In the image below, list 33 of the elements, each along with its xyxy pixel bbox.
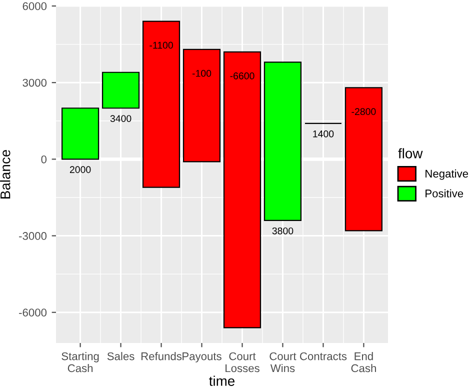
y-tick-label: 6000 [22,2,47,10]
legend-label: Positive [426,189,464,198]
legend-label: Negative [426,169,468,180]
annotation: 2000 [70,166,91,174]
bar [264,62,302,222]
annotation: -6600 [230,72,254,80]
y-tick-label: 3000 [22,78,47,87]
x-axis-title: time [209,376,235,386]
x-tick-label: Starting Cash [62,352,99,372]
x-tick-label: Contracts [300,352,347,360]
y-tick-label: 0 [41,155,47,164]
bar [182,48,221,162]
annotation: -1100 [150,42,173,49]
annotation: -100 [192,70,212,77]
bar [223,51,262,328]
bar [62,108,100,160]
annotation: 3400 [110,115,132,122]
x-tick-label: Refunds [141,352,182,360]
legend-title: flow [398,148,423,158]
annotation: 1400 [313,130,334,138]
annotation: 3800 [272,227,294,234]
x-tick-label: Court Losses [226,352,260,372]
bar [142,20,180,188]
y-tick-label: -6000 [19,308,47,316]
bar [102,72,140,109]
bar [344,87,382,232]
x-tick-label: Payouts [182,352,222,362]
x-tick-label: End Cash [351,352,376,372]
annotation: -2800 [352,108,376,116]
y-axis-title: Balance [0,150,10,198]
x-tick-label: Court Wins [270,352,296,372]
y-tick-label: -3000 [19,232,47,240]
x-tick-label: Sales [107,352,134,360]
